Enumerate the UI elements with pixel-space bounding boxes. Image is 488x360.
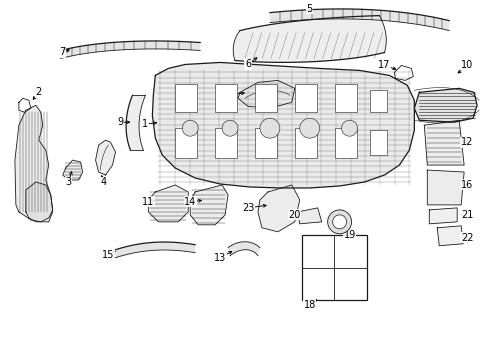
Polygon shape <box>190 185 227 225</box>
Circle shape <box>222 120 238 136</box>
Text: 23: 23 <box>241 203 254 213</box>
Bar <box>254 128 276 158</box>
Text: 18: 18 <box>303 300 315 310</box>
Bar <box>334 128 356 158</box>
Text: 17: 17 <box>378 60 390 71</box>
Circle shape <box>341 120 357 136</box>
Bar <box>215 128 237 158</box>
Text: 12: 12 <box>460 137 472 147</box>
Bar <box>175 128 197 158</box>
Text: 20: 20 <box>288 210 301 220</box>
Text: 2: 2 <box>36 87 42 97</box>
Bar <box>294 128 316 158</box>
Text: 5: 5 <box>306 4 312 14</box>
Polygon shape <box>297 208 321 224</box>
Polygon shape <box>427 170 463 205</box>
Polygon shape <box>258 185 299 232</box>
Text: 10: 10 <box>460 60 472 71</box>
Text: 3: 3 <box>65 177 72 187</box>
Polygon shape <box>26 182 53 222</box>
Polygon shape <box>227 242 260 256</box>
Text: 13: 13 <box>214 253 226 263</box>
Text: 8: 8 <box>224 90 231 100</box>
Circle shape <box>332 215 346 229</box>
Polygon shape <box>424 120 463 165</box>
Polygon shape <box>152 62 413 188</box>
Polygon shape <box>238 80 294 108</box>
Circle shape <box>182 120 198 136</box>
Bar <box>369 90 386 112</box>
Bar <box>294 84 316 112</box>
Polygon shape <box>115 242 195 258</box>
Polygon shape <box>148 185 188 222</box>
Circle shape <box>299 118 319 138</box>
Polygon shape <box>269 9 448 31</box>
Polygon shape <box>61 41 200 58</box>
Text: 11: 11 <box>142 197 154 207</box>
Text: 22: 22 <box>460 233 472 243</box>
Text: 16: 16 <box>460 180 472 190</box>
Circle shape <box>327 210 351 234</box>
Text: 21: 21 <box>460 210 472 220</box>
Text: 4: 4 <box>100 177 106 187</box>
Polygon shape <box>126 95 145 150</box>
Text: 6: 6 <box>244 59 250 69</box>
Text: 15: 15 <box>102 250 115 260</box>
Polygon shape <box>62 160 82 180</box>
Bar <box>301 235 366 300</box>
Polygon shape <box>15 105 53 222</box>
Bar <box>254 84 276 112</box>
Polygon shape <box>428 208 456 224</box>
Text: 14: 14 <box>183 197 196 207</box>
Text: 1: 1 <box>142 119 148 129</box>
Bar <box>369 130 386 155</box>
Bar <box>334 84 356 112</box>
Bar <box>215 84 237 112</box>
Polygon shape <box>413 88 476 122</box>
Polygon shape <box>436 226 462 246</box>
Text: 19: 19 <box>343 230 355 240</box>
Circle shape <box>260 118 279 138</box>
Text: 9: 9 <box>117 117 123 127</box>
Bar <box>175 84 197 112</box>
Text: 7: 7 <box>60 48 66 58</box>
Polygon shape <box>95 140 115 175</box>
Polygon shape <box>233 15 386 62</box>
